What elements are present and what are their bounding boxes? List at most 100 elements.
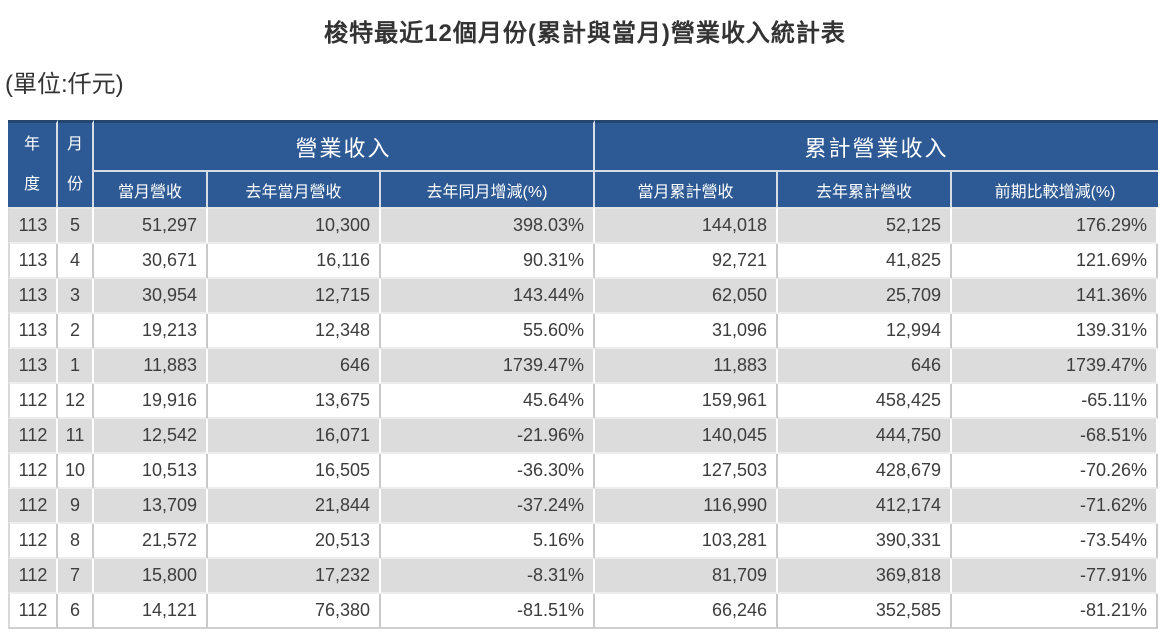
cell: 390,331 xyxy=(778,524,952,559)
col-group-cumulative-revenue: 累計營業收入 xyxy=(595,120,1159,172)
cell: 92,721 xyxy=(595,244,778,279)
cell: 30,671 xyxy=(94,244,208,279)
cell: 646 xyxy=(778,349,952,384)
cell: 113 xyxy=(8,244,58,279)
header-sub-row: 當月營收 去年當月營收 去年同月增減(%) 當月累計營收 去年累計營收 前期比較… xyxy=(8,172,1159,207)
cell: -37.24% xyxy=(381,489,595,524)
cell: 428,679 xyxy=(778,454,952,489)
cell: 143.44% xyxy=(381,279,595,314)
cell: 112 xyxy=(8,524,58,559)
cell: 144,018 xyxy=(595,207,778,244)
cell: 113 xyxy=(8,279,58,314)
cell: 31,096 xyxy=(595,314,778,349)
cell: 9 xyxy=(58,489,94,524)
cell: 21,844 xyxy=(208,489,381,524)
cell: 52,125 xyxy=(778,207,952,244)
cell: 112 xyxy=(8,594,58,629)
cell: 12 xyxy=(58,384,94,419)
table-row: 112 6 14,121 76,380 -81.51% 66,246 352,585 -81.… xyxy=(8,594,1159,629)
table-row: 113 2 19,213 12,348 55.60% 31,096 12,994 139.31… xyxy=(8,314,1159,349)
table-row: 112 9 13,709 21,844 -37.24% 116,990 412,174 -71… xyxy=(8,489,1159,524)
cell: -73.54% xyxy=(952,524,1159,559)
cell: -81.51% xyxy=(381,594,595,629)
cell: 8 xyxy=(58,524,94,559)
table-header: 年 度 月 份 營業收入 累計營業收入 當月營收 去年當月營收 去年同月增減(%… xyxy=(8,120,1159,207)
cell: 4 xyxy=(58,244,94,279)
cell: 113 xyxy=(8,349,58,384)
table-row: 113 5 51,297 10,300 398.03% 144,018 52,125 176.… xyxy=(8,207,1159,244)
cell: -68.51% xyxy=(952,419,1159,454)
cell: 12,348 xyxy=(208,314,381,349)
table-row: 113 3 30,954 12,715 143.44% 62,050 25,709 141.3… xyxy=(8,279,1159,314)
cell: 458,425 xyxy=(778,384,952,419)
cell: 159,961 xyxy=(595,384,778,419)
cell: 11 xyxy=(58,419,94,454)
cell: 7 xyxy=(58,559,94,594)
revenue-table: 年 度 月 份 營業收入 累計營業收入 當月營收 去年當月營收 去年同月增減(%… xyxy=(8,120,1159,629)
cell: 112 xyxy=(8,384,58,419)
cell: 3 xyxy=(58,279,94,314)
cell: 45.64% xyxy=(381,384,595,419)
cell: 646 xyxy=(208,349,381,384)
table-row: 112 10 10,513 16,505 -36.30% 127,503 428,679 -7… xyxy=(8,454,1159,489)
cell: 1 xyxy=(58,349,94,384)
cell: 6 xyxy=(58,594,94,629)
cell: 112 xyxy=(8,559,58,594)
cell: 176.29% xyxy=(952,207,1159,244)
cell: 10 xyxy=(58,454,94,489)
cell: 140,045 xyxy=(595,419,778,454)
table-row: 113 4 30,671 16,116 90.31% 92,721 41,825 121.69… xyxy=(8,244,1159,279)
cell: 19,213 xyxy=(94,314,208,349)
cell: 112 xyxy=(8,419,58,454)
cell: 55.60% xyxy=(381,314,595,349)
cell: 20,513 xyxy=(208,524,381,559)
cell: 76,380 xyxy=(208,594,381,629)
cell: 11,883 xyxy=(595,349,778,384)
col-header-cumulative-revenue: 當月累計營收 xyxy=(595,172,778,207)
cell: -8.31% xyxy=(381,559,595,594)
col-header-period-comparison-change: 前期比較增減(%) xyxy=(952,172,1159,207)
cell: 25,709 xyxy=(778,279,952,314)
cell: 127,503 xyxy=(595,454,778,489)
cell: 398.03% xyxy=(381,207,595,244)
cell: -21.96% xyxy=(381,419,595,454)
cell: 12,542 xyxy=(94,419,208,454)
cell: 90.31% xyxy=(381,244,595,279)
cell: 10,300 xyxy=(208,207,381,244)
cell: -71.62% xyxy=(952,489,1159,524)
cell: 113 xyxy=(8,207,58,244)
page-title: 梭特最近12個月份(累計與當月)營業收入統計表 xyxy=(324,20,846,47)
col-header-current-month-revenue: 當月營收 xyxy=(94,172,208,207)
table-row: 112 11 12,542 16,071 -21.96% 140,045 444,750 -6… xyxy=(8,419,1159,454)
cell: 5 xyxy=(58,207,94,244)
cell: 121.69% xyxy=(952,244,1159,279)
cell: 41,825 xyxy=(778,244,952,279)
cell: -81.21% xyxy=(952,594,1159,629)
cell: 16,071 xyxy=(208,419,381,454)
cell: 141.36% xyxy=(952,279,1159,314)
cell: 66,246 xyxy=(595,594,778,629)
cell: 30,954 xyxy=(94,279,208,314)
cell: 352,585 xyxy=(778,594,952,629)
cell: 1739.47% xyxy=(952,349,1159,384)
cell: 113 xyxy=(8,314,58,349)
cell: 13,675 xyxy=(208,384,381,419)
cell: 12,715 xyxy=(208,279,381,314)
table-row: 112 12 19,916 13,675 45.64% 159,961 458,425 -65… xyxy=(8,384,1159,419)
header-group-row: 年 度 月 份 營業收入 累計營業收入 xyxy=(8,120,1159,207)
table-body: 113 5 51,297 10,300 398.03% 144,018 52,125 176.… xyxy=(8,207,1159,629)
cell: 116,990 xyxy=(595,489,778,524)
cell: 17,232 xyxy=(208,559,381,594)
cell: 444,750 xyxy=(778,419,952,454)
cell: 62,050 xyxy=(595,279,778,314)
cell: 112 xyxy=(8,454,58,489)
col-header-last-year-cumulative-revenue: 去年累計營收 xyxy=(778,172,952,207)
cell: 1739.47% xyxy=(381,349,595,384)
cell: 112 xyxy=(8,489,58,524)
cell: 13,709 xyxy=(94,489,208,524)
cell: 12,994 xyxy=(778,314,952,349)
cell: 21,572 xyxy=(94,524,208,559)
cell: 11,883 xyxy=(94,349,208,384)
table-row: 113 1 11,883 646 1739.47% 11,883 646 1739.47% xyxy=(8,349,1159,384)
cell: -65.11% xyxy=(952,384,1159,419)
